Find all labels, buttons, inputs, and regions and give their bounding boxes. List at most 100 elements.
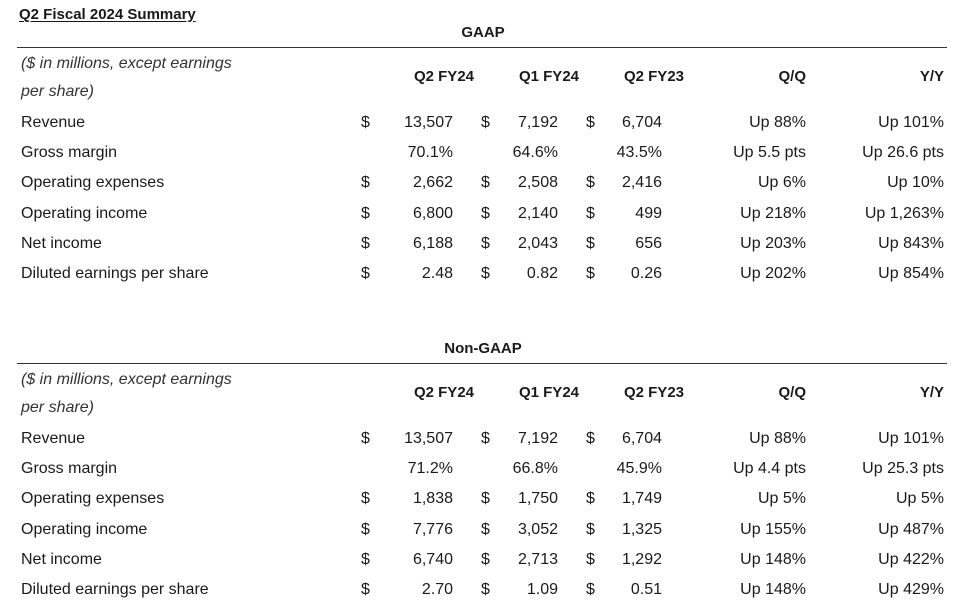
cell-value: 71.2% bbox=[407, 460, 453, 478]
currency-symbol: $ bbox=[481, 265, 490, 282]
cell-value: 43.5% bbox=[616, 144, 662, 162]
cell-value: 1.09 bbox=[526, 581, 558, 598]
column-header: Y/Y bbox=[919, 384, 944, 401]
currency-symbol: $ bbox=[361, 265, 370, 282]
cell-value: 6,800 bbox=[412, 204, 453, 222]
cell-value: 1,292 bbox=[621, 550, 662, 568]
cell-value: 1,749 bbox=[621, 490, 662, 508]
cell-value: 2,508 bbox=[517, 174, 558, 192]
row-label: Revenue bbox=[21, 114, 86, 131]
row-label: Operating income bbox=[21, 204, 148, 222]
currency-symbol: $ bbox=[586, 490, 595, 508]
cell-value: 6,188 bbox=[412, 234, 453, 252]
units-caption-line2: per share) bbox=[21, 83, 94, 100]
cell-value: 0.26 bbox=[630, 265, 662, 282]
qq-change: Up 5% bbox=[757, 490, 806, 508]
currency-symbol: $ bbox=[481, 114, 490, 131]
cell-value: 13,507 bbox=[404, 114, 453, 131]
yy-change: Up 5% bbox=[895, 490, 944, 508]
currency-symbol: $ bbox=[361, 174, 370, 192]
cell-value: 6,704 bbox=[621, 114, 662, 131]
yy-change: Up 101% bbox=[878, 114, 944, 131]
currency-symbol: $ bbox=[586, 265, 595, 282]
qq-change: Up 4.4 pts bbox=[733, 460, 806, 478]
yy-change: Up 1,263% bbox=[864, 204, 944, 222]
yy-change: Up 843% bbox=[878, 234, 944, 252]
cell-value: 1,838 bbox=[412, 490, 453, 508]
table-row: Net income $6,188 $2,043 $656 Up 203% Up 843% bbox=[0, 235, 956, 265]
row-label: Net income bbox=[21, 234, 102, 252]
table-row: Diluted earnings per share $2.48 $0.82 $0.2… bbox=[0, 265, 956, 295]
cell-value: 2.70 bbox=[421, 581, 453, 598]
yy-change: Up 487% bbox=[878, 520, 944, 538]
currency-symbol: $ bbox=[361, 550, 370, 568]
yy-change: Up 10% bbox=[887, 174, 944, 192]
row-label: Net income bbox=[21, 550, 102, 568]
row-label: Operating expenses bbox=[21, 490, 165, 508]
row-label: Diluted earnings per share bbox=[21, 265, 209, 282]
column-header: Q/Q bbox=[778, 68, 806, 85]
column-header: Q/Q bbox=[778, 384, 806, 401]
units-caption-line1: ($ in millions, except earnings bbox=[21, 55, 232, 72]
table-row: Gross margin 71.2% 66.8% 45.9% Up 4.4 pts Up … bbox=[0, 460, 956, 490]
currency-symbol: $ bbox=[481, 174, 490, 192]
section-rule bbox=[17, 47, 947, 48]
yy-change: Up 101% bbox=[878, 430, 944, 447]
currency-symbol: $ bbox=[481, 581, 490, 598]
page-title: Q2 Fiscal 2024 Summary bbox=[19, 6, 196, 23]
currency-symbol: $ bbox=[361, 114, 370, 131]
table-row: Operating expenses $2,662 $2,508 $2,416 Up 6… bbox=[0, 174, 956, 204]
column-header: Q1 FY24 bbox=[518, 68, 579, 85]
qq-change: Up 218% bbox=[740, 204, 806, 222]
cell-value: 2.48 bbox=[421, 265, 453, 282]
table-row: Diluted earnings per share $2.70 $1.09 $0.5… bbox=[0, 581, 956, 611]
table-row: Operating income $6,800 $2,140 $499 Up 218% U… bbox=[0, 205, 956, 235]
cell-value: 70.1% bbox=[407, 144, 453, 162]
yy-change: Up 25.3 pts bbox=[862, 460, 944, 478]
currency-symbol: $ bbox=[586, 581, 595, 598]
column-header: Q1 FY24 bbox=[518, 384, 579, 401]
currency-symbol: $ bbox=[361, 204, 370, 222]
section-heading: Non-GAAP bbox=[444, 340, 522, 357]
section-heading: GAAP bbox=[461, 24, 505, 41]
currency-symbol: $ bbox=[586, 234, 595, 252]
qq-change: Up 155% bbox=[740, 520, 806, 538]
cell-value: 2,140 bbox=[517, 204, 558, 222]
row-label: Operating expenses bbox=[21, 174, 165, 192]
currency-symbol: $ bbox=[586, 520, 595, 538]
row-label: Gross margin bbox=[21, 144, 118, 162]
qq-change: Up 148% bbox=[740, 581, 806, 598]
cell-value: 0.51 bbox=[630, 581, 662, 598]
currency-symbol: $ bbox=[481, 550, 490, 568]
table-row: Operating income $7,776 $3,052 $1,325 Up 155… bbox=[0, 521, 956, 551]
section-rule bbox=[17, 363, 947, 364]
cell-value: 7,192 bbox=[517, 430, 558, 447]
cell-value: 7,192 bbox=[517, 114, 558, 131]
qq-change: Up 88% bbox=[749, 430, 806, 447]
cell-value: 1,325 bbox=[621, 520, 662, 538]
currency-symbol: $ bbox=[481, 234, 490, 252]
row-label: Gross margin bbox=[21, 460, 118, 478]
cell-value: 2,662 bbox=[412, 174, 453, 192]
row-label: Revenue bbox=[21, 430, 86, 447]
currency-symbol: $ bbox=[586, 174, 595, 192]
column-header: Q2 FY23 bbox=[623, 384, 684, 401]
row-label: Operating income bbox=[21, 520, 148, 538]
units-caption-line2: per share) bbox=[21, 399, 94, 416]
column-header: Q2 FY24 bbox=[413, 68, 474, 85]
currency-symbol: $ bbox=[481, 204, 490, 222]
qq-change: Up 88% bbox=[749, 114, 806, 131]
cell-value: 499 bbox=[635, 204, 662, 222]
yy-change: Up 854% bbox=[878, 265, 944, 282]
column-header: Y/Y bbox=[919, 68, 944, 85]
cell-value: 64.6% bbox=[512, 144, 558, 162]
yy-change: Up 26.6 pts bbox=[862, 144, 944, 162]
column-header: Q2 FY23 bbox=[623, 68, 684, 85]
qq-change: Up 148% bbox=[740, 550, 806, 568]
cell-value: 13,507 bbox=[404, 430, 453, 447]
row-label: Diluted earnings per share bbox=[21, 581, 209, 598]
cell-value: 2,043 bbox=[517, 234, 558, 252]
currency-symbol: $ bbox=[361, 430, 370, 447]
table-row: Operating expenses $1,838 $1,750 $1,749 Up 5… bbox=[0, 490, 956, 520]
cell-value: 6,740 bbox=[412, 550, 453, 568]
